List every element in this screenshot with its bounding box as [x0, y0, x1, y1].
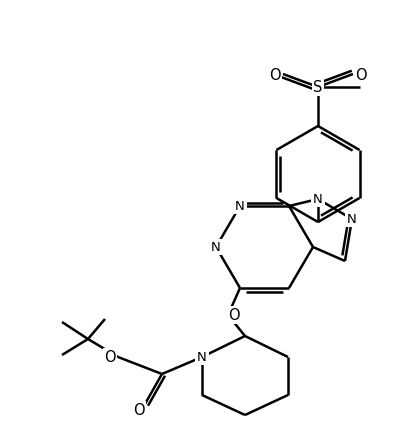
Text: O: O	[268, 67, 280, 82]
Text: N: N	[211, 241, 221, 254]
Text: N: N	[197, 351, 206, 364]
Text: N: N	[235, 200, 244, 213]
Text: O: O	[104, 350, 116, 365]
Text: N: N	[312, 193, 322, 206]
Text: O: O	[354, 67, 366, 82]
Text: N: N	[346, 213, 356, 226]
Text: O: O	[228, 308, 239, 323]
Text: O: O	[133, 403, 145, 418]
Text: S: S	[313, 80, 322, 95]
